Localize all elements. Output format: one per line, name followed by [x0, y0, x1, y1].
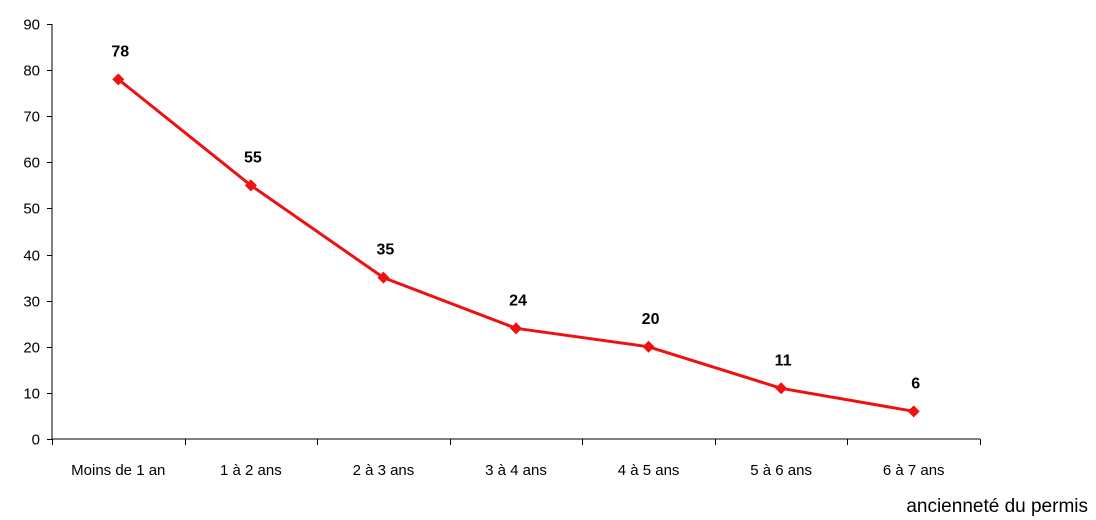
data-label: 55: [244, 149, 262, 166]
x-tick-label: 4 à 5 ans: [618, 462, 680, 479]
data-point-marker: [377, 271, 390, 284]
data-labels: 78 55 35 24 20 11 6: [111, 43, 920, 392]
y-tick-label: 60: [23, 155, 40, 172]
data-point-marker: [244, 179, 257, 192]
x-tick-label: Moins de 1 an: [71, 462, 165, 479]
y-tick-label: 80: [23, 63, 40, 80]
y-tick-label: 90: [23, 17, 40, 34]
y-tick-label: 40: [23, 248, 40, 265]
series-line: [117, 78, 914, 413]
x-tick-label: 3 à 4 ans: [485, 462, 547, 479]
x-axis: Moins de 1 an 1 à 2 ans 2 à 3 ans 3 à 4 ans…: [52, 438, 981, 479]
y-tick-label: 0: [32, 432, 40, 449]
data-label: 35: [377, 242, 395, 259]
data-label: 6: [911, 375, 920, 392]
x-tick-label: 2 à 3 ans: [353, 462, 415, 479]
data-point-marker: [642, 340, 655, 353]
data-point-marker: [775, 382, 788, 395]
x-tick-label: 1 à 2 ans: [220, 462, 282, 479]
y-tick-label: 50: [23, 201, 40, 218]
data-point-marker: [907, 405, 920, 418]
data-point-marker: [112, 73, 125, 86]
y-tick-label: 70: [23, 109, 40, 126]
data-label: 11: [775, 352, 792, 369]
y-tick-label: 10: [23, 386, 40, 403]
y-tick-label: 30: [23, 294, 40, 311]
x-axis-title: ancienneté du permis: [906, 496, 1088, 517]
y-axis: 0 10 20 30 40 50 60 70 80 90: [23, 17, 53, 449]
data-label: 20: [642, 311, 660, 328]
y-tick-label: 20: [23, 340, 40, 357]
data-label: 78: [111, 43, 129, 60]
data-point-marker: [510, 322, 522, 335]
x-tick-label: 6 à 7 ans: [883, 462, 945, 479]
data-label: 24: [509, 292, 527, 309]
x-tick-label: 5 à 6 ans: [750, 462, 812, 479]
series-group: [112, 73, 920, 418]
